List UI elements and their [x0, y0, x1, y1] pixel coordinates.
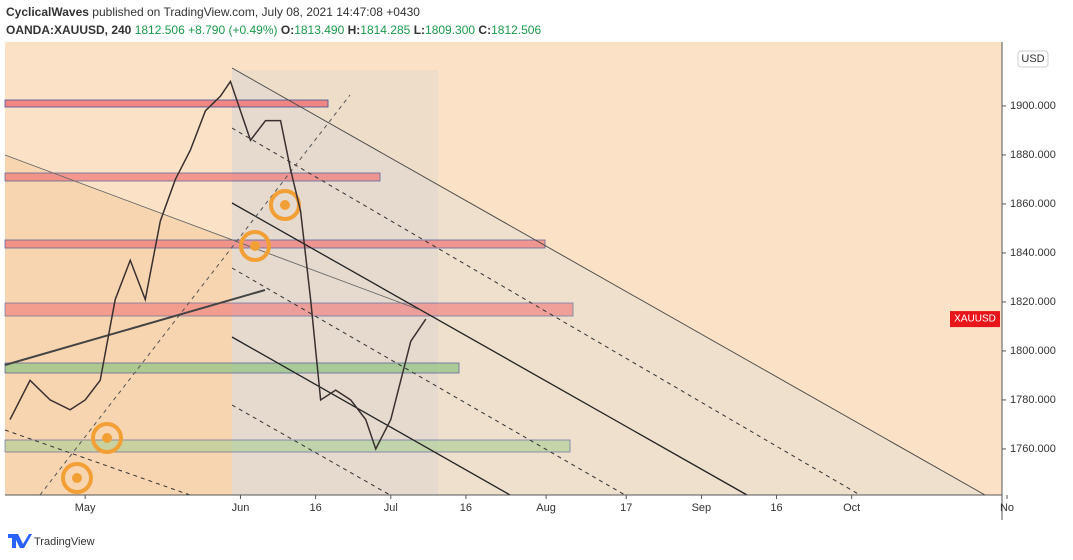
y-tick-label: 1880.000 [1010, 149, 1056, 161]
published: published on TradingView.com, July 08, 2… [92, 5, 420, 19]
y-tick-label: 1860.000 [1010, 198, 1056, 210]
x-tick-label: May [75, 502, 96, 514]
trend-line [4, 154, 421, 311]
x-tick-label: 16 [770, 502, 782, 514]
high: 1814.285 [360, 23, 410, 37]
resistance-zone [4, 172, 381, 182]
low: 1809.300 [425, 23, 475, 37]
open-label: O: [281, 23, 294, 37]
logo [8, 534, 32, 548]
marker-dot [250, 241, 260, 251]
x-tick-label: Jul [384, 502, 398, 514]
resistance-zone [4, 239, 546, 249]
y-unit: USD [1021, 53, 1044, 65]
marker [239, 230, 271, 262]
marker-dot [102, 433, 112, 443]
brand: TradingView [34, 536, 95, 548]
x-tick-label: Oct [843, 502, 860, 514]
support-zone [4, 439, 571, 453]
y-tick-label: 1760.000 [1010, 443, 1056, 455]
price-tag-label: XAUUSD [954, 314, 996, 325]
last: 1812.506 [135, 23, 185, 37]
marker-dot [72, 473, 82, 483]
price-line [9, 79, 427, 451]
marker-dots [72, 200, 290, 483]
trend-line [231, 127, 861, 496]
trend-line [231, 202, 748, 496]
zones [4, 99, 574, 453]
y-tick-label: 1900.000 [1010, 100, 1056, 112]
unit-box [1017, 50, 1049, 68]
trend-line [231, 267, 626, 496]
trend-line [231, 336, 511, 496]
low-label: L: [414, 23, 425, 37]
marker-dot [280, 200, 290, 210]
price-tag [950, 311, 1000, 328]
open: 1813.490 [294, 23, 344, 37]
x-tick-label: Aug [536, 502, 556, 514]
x-tick-label: 16 [460, 502, 472, 514]
high-label: H: [348, 23, 361, 37]
trend-line [4, 429, 191, 496]
y-tick-label: 1840.000 [1010, 247, 1056, 259]
y-tick-label: 1800.000 [1010, 345, 1056, 357]
symbol: OANDA:XAUUSD, 240 [6, 23, 132, 37]
resistance-zone [4, 99, 329, 108]
x-tick-label: Sep [692, 502, 712, 514]
y-tick-label: 1780.000 [1010, 394, 1056, 406]
trend-line [231, 404, 391, 496]
header-line: OANDA:XAUUSD, 240 1812.506 +8.790 (+0.49… [6, 23, 541, 37]
trend-line [4, 289, 266, 366]
close: 1812.506 [491, 23, 541, 37]
range-box [232, 70, 438, 495]
header-line: CyclicalWaves published on TradingView.c… [6, 5, 420, 19]
x-tick-label: No [1000, 502, 1014, 514]
close-label: C: [478, 23, 491, 37]
x-tick-label: Jun [232, 502, 250, 514]
y-tick-label: 1820.000 [1010, 296, 1056, 308]
support-zone [4, 362, 460, 374]
publisher: CyclicalWaves [6, 5, 89, 19]
change: +8.790 (+0.49%) [188, 23, 277, 37]
trend-line [231, 67, 986, 496]
marker [91, 422, 123, 454]
x-tick-label: 16 [309, 502, 321, 514]
marker [61, 462, 93, 494]
resistance-zone [4, 302, 574, 317]
x-tick-label: 17 [620, 502, 632, 514]
trend-lines [4, 67, 986, 496]
